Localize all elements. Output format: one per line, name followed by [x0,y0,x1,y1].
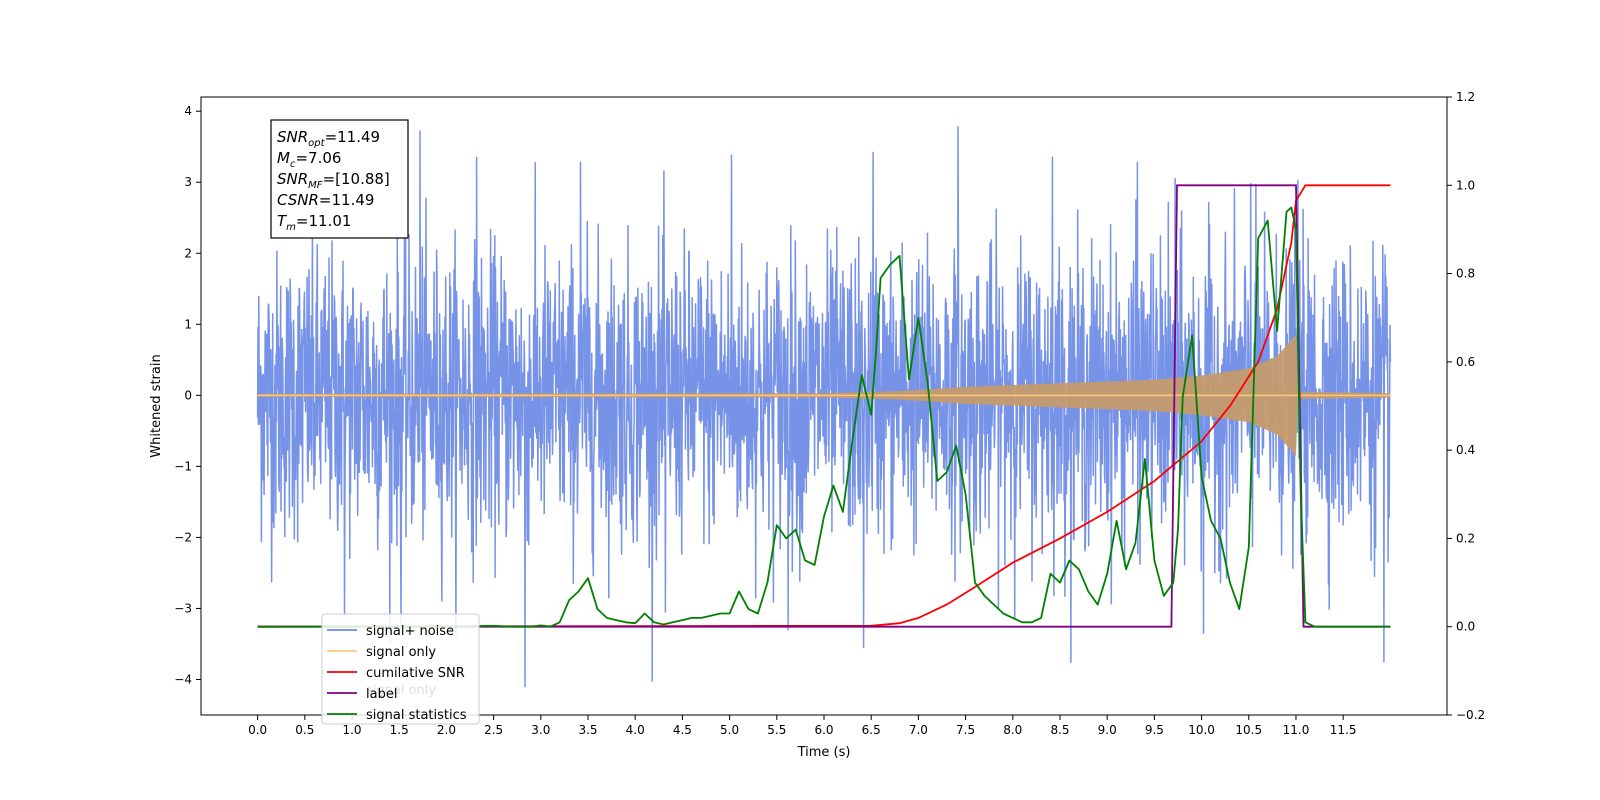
legend-item: cumilative SNR [327,666,465,681]
x-tick-label: 2.0 [437,723,456,737]
annotation-value: =7.06 [295,149,341,167]
annotation-line: Mc=7.06 [277,149,341,170]
annotation-symbol: M [277,149,290,167]
y-tick-label: 3 [184,175,192,189]
y2-tick-label: 0.2 [1456,531,1475,545]
y2-tick-label: 0.6 [1456,355,1475,369]
x-tick-label: 1.0 [342,723,361,737]
legend-item: signal only [327,645,436,660]
y2-tick-label: 1.0 [1456,178,1475,192]
x-tick-label: 4.5 [673,723,692,737]
legend-label: cumilative SNR [366,666,465,681]
y-axis-left: 4 3 2 1 0 −1 −2 −3 −4 [174,104,201,686]
y-tick-label: 4 [184,104,192,118]
x-tick-label: 10.5 [1235,723,1262,737]
legend-label: signal only [366,645,436,660]
legend-item: signal+ noise [327,624,454,639]
annotation-line: SNRMF=[10.88] [277,170,390,191]
cumulative-snr-line [257,184,1391,628]
annotation-frame [270,119,409,239]
x-tick-label: 10.0 [1188,723,1215,737]
legend-frame [321,613,480,725]
y2-tick-label: 0.8 [1456,267,1475,281]
plot-area [256,126,1392,688]
annotation-value: =11.49 [319,191,375,209]
y-tick-label: −4 [174,672,192,686]
x-tick-label: 5.5 [767,723,786,737]
annotation-subscript: m [286,222,296,233]
legend-ghost-label: signal only [366,683,436,698]
legend-item: signal statistics [327,708,467,723]
x-tick-label: 6.5 [862,723,881,737]
annotation-symbol: T [277,212,288,230]
x-tick-label: 3.5 [578,723,597,737]
legend-label: signal statistics [366,708,467,723]
x-tick-label: 6.0 [814,723,833,737]
annotation-symbol: SNR [277,170,308,188]
y-tick-label: −1 [174,459,192,473]
x-tick-label: 11.5 [1330,723,1357,737]
annotation-symbol: CSNR [277,191,319,209]
x-tick-label: 1.5 [390,723,409,737]
x-tick-label: 0.0 [248,723,267,737]
x-tick-label: 3.0 [531,723,550,737]
y-tick-label: 1 [184,317,192,331]
x-tick-label: 11.0 [1283,723,1310,737]
annotation-line: SNRopt=11.49 [277,128,380,149]
y-tick-label: 2 [184,246,192,260]
annotation-value: =11.01 [296,212,352,230]
x-tick-label: 8.5 [1050,723,1069,737]
x-tick-label: 0.5 [295,723,314,737]
stats-annotation-box: SNRopt=11.49Mc=7.06SNRMF=[10.88]CSNR=11.… [270,119,409,239]
y-tick-label: −2 [174,530,192,544]
annotation-subscript: opt [308,138,325,149]
x-tick-label: 9.5 [1145,723,1164,737]
annotation-value: =11.49 [325,128,381,146]
y-tick-label: 0 [184,388,192,402]
legend-label: signal+ noise [366,624,454,639]
x-axis: 0.0 0.5 1.0 1.5 2.0 2.5 3.0 3.5 4.0 4.5 5.0 5.5 6.0 6… [248,715,1357,737]
legend-label: label [366,687,397,702]
annotation-value: =[10.88] [323,170,390,188]
y2-tick-label: 0.0 [1456,620,1475,634]
legend: signal only signal+ noise signal only cumil… [321,613,480,725]
annotation-subscript: MF [308,180,323,191]
y2-tick-label: −0.2 [1456,708,1485,722]
x-tick-label: 9.0 [1098,723,1117,737]
x-tick-label: 7.0 [909,723,928,737]
x-axis-label: Time (s) [797,745,851,760]
y-axis-right: 1.2 1.0 0.8 0.6 0.4 0.2 0.0 −0.2 [1447,90,1485,722]
y2-tick-label: 0.4 [1456,443,1475,457]
y-tick-label: −3 [174,601,192,615]
x-tick-label: 2.5 [484,723,503,737]
annotation-symbol: SNR [277,128,308,146]
signal-statistics-line [257,206,1391,628]
x-tick-label: 7.5 [956,723,975,737]
annotation-line: CSNR=11.49 [277,191,374,209]
x-tick-label: 8.0 [1003,723,1022,737]
annotation-line: Tm=11.01 [277,212,351,233]
annotation-subscript: c [290,159,296,170]
x-tick-label: 4.0 [626,723,645,737]
x-tick-label: 5.0 [720,723,739,737]
y2-tick-label: 1.2 [1456,90,1475,104]
y-axis-label: Whitened strain [149,354,164,457]
legend-item: label [327,687,397,702]
